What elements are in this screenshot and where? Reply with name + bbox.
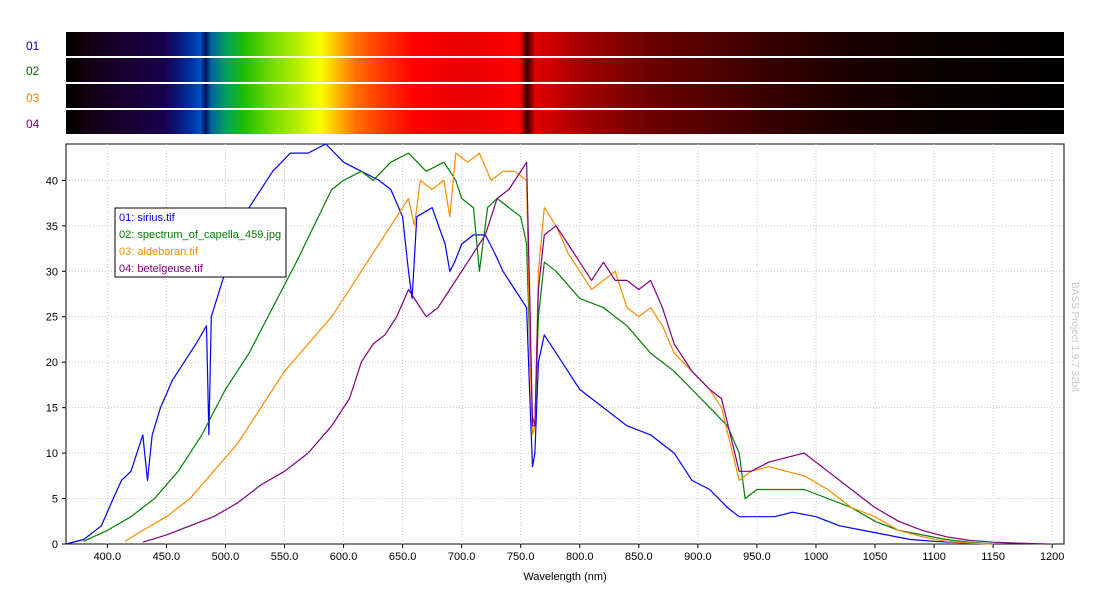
x-tick-label: 950.0 (743, 551, 771, 563)
legend-entry-sirius: 01: sirius.tif (119, 212, 176, 224)
y-tick-label: 0 (52, 539, 58, 551)
x-tick-label: 850.0 (625, 551, 653, 563)
x-axis-title: Wavelength (nm) (523, 571, 606, 583)
x-tick-label: 600.0 (330, 551, 358, 563)
y-tick-label: 35 (46, 221, 58, 233)
legend: 01: sirius.tif 02: spectrum_of_capella_4… (114, 207, 287, 278)
grid (66, 144, 1064, 544)
spectrum-strips: 01 02 03 04 (26, 32, 1064, 134)
x-tick-label: 750.0 (507, 551, 535, 563)
plot-area (65, 143, 1065, 545)
x-tick-label: 700.0 (448, 551, 476, 563)
strip-label-01: 01 (26, 39, 40, 53)
y-tick-label: 25 (46, 312, 58, 324)
y-tick-label: 20 (46, 357, 58, 369)
strip-01: 01 (26, 32, 1064, 56)
y-tick-label: 10 (46, 448, 58, 460)
watermark: BASS Project 1.9.7 32bit (1069, 282, 1080, 392)
x-tick-label: 450.0 (153, 551, 181, 563)
y-tick-label: 40 (46, 175, 58, 187)
strip-image-04 (66, 110, 1064, 134)
strip-image-01 (66, 32, 1064, 56)
x-tick-label: 900.0 (684, 551, 712, 563)
x-tick-label: 650.0 (389, 551, 417, 563)
x-tick-label: 1200 (1040, 551, 1064, 563)
x-tick-label: 550.0 (271, 551, 299, 563)
y-axis-ticks: 0 5 10 15 20 25 30 35 40 (46, 175, 66, 551)
x-tick-label: 800.0 (566, 551, 594, 563)
strip-04: 04 (26, 110, 1064, 134)
series-line-capella (83, 152, 994, 545)
y-tick-label: 15 (46, 403, 58, 415)
x-tick-label: 400.0 (94, 551, 122, 563)
series-lines (65, 143, 1047, 545)
strip-03: 03 (26, 84, 1064, 108)
x-tick-label: 1050 (863, 551, 887, 563)
legend-box (114, 207, 287, 278)
legend-entry-capella: 02: spectrum_of_capella_459.jpg (119, 229, 281, 241)
y-tick-label: 30 (46, 266, 58, 278)
strip-label-03: 03 (26, 91, 40, 105)
strip-image-03 (66, 84, 1064, 108)
legend-entry-aldebaran: 03: aldebaran.tif (119, 246, 199, 258)
strip-image-02 (66, 58, 1064, 82)
legend-entry-betelgeuse: 04: betelgeuse.tif (119, 263, 204, 275)
strip-label-04: 04 (26, 117, 40, 131)
x-tick-label: 1000 (804, 551, 828, 563)
x-axis-ticks: 400.0 450.0 500.0 550.0 600.0 650.0 700.0 750.0… (94, 544, 1064, 563)
series-line-betelgeuse (142, 161, 1047, 545)
x-tick-label: 1150 (981, 551, 1005, 563)
y-tick-label: 5 (52, 494, 58, 506)
series-line-sirius (65, 143, 994, 545)
strip-02: 02 (26, 58, 1064, 82)
x-tick-label: 1100 (922, 551, 946, 563)
x-tick-label: 500.0 (212, 551, 240, 563)
strip-label-02: 02 (26, 64, 40, 78)
